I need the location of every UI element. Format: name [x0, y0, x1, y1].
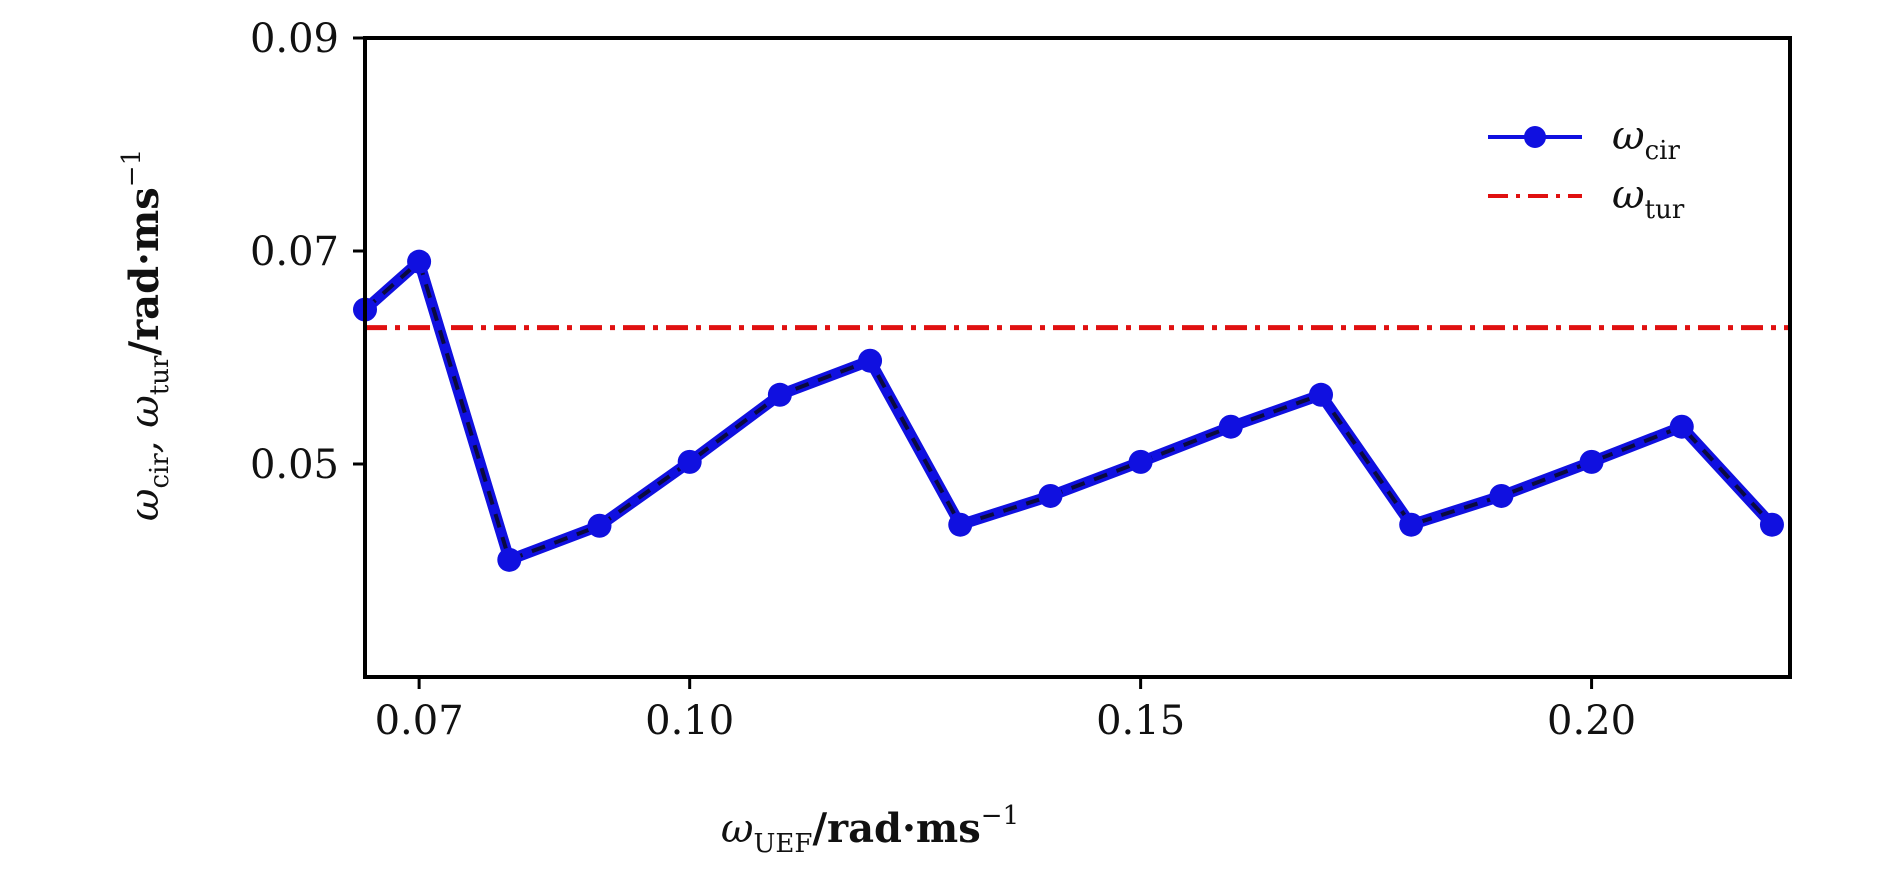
x-tick-label: 0.15: [1096, 698, 1185, 744]
data-point: [1128, 449, 1153, 474]
data-point: [1489, 483, 1514, 508]
data-point: [497, 547, 522, 572]
y-tick-label: 0.07: [250, 229, 339, 275]
y-axis-label: ωcir, ωtur/rad·ms−1: [117, 149, 175, 521]
data-point: [1759, 512, 1784, 537]
data-point: [1218, 414, 1243, 439]
data-point: [767, 382, 792, 407]
legend-label-cir: ωcir: [1612, 113, 1681, 166]
data-point: [1399, 512, 1424, 537]
data-point: [1309, 382, 1334, 407]
y-tick-label: 0.09: [250, 16, 339, 62]
data-point: [1579, 449, 1604, 474]
data-point: [587, 513, 612, 538]
x-tick-label: 0.07: [375, 698, 464, 744]
data-point: [407, 249, 432, 274]
data-point: [948, 512, 973, 537]
series-line-cir-dash: [363, 259, 1774, 562]
legend: ωcir ωtur: [1488, 113, 1685, 225]
x-tick-label: 0.20: [1547, 698, 1636, 744]
plot-series-layer: [353, 249, 1790, 572]
data-point: [858, 348, 883, 373]
axis-ticks: 0.07 0.10 0.15 0.20 0.05 0.07 0.09: [250, 16, 1636, 744]
x-axis-label: ωUEF/rad·ms−1: [721, 801, 1019, 859]
series-line-cir-base: [361, 256, 1777, 566]
y-tick-label: 0.05: [250, 442, 339, 488]
plot-frame: [363, 36, 1792, 679]
data-point: [677, 449, 702, 474]
legend-label-tur: ωtur: [1612, 172, 1685, 225]
x-tick-label: 0.10: [645, 698, 734, 744]
legend-marker-cir: [1524, 126, 1546, 148]
data-point: [1038, 483, 1063, 508]
data-point: [1669, 414, 1694, 439]
